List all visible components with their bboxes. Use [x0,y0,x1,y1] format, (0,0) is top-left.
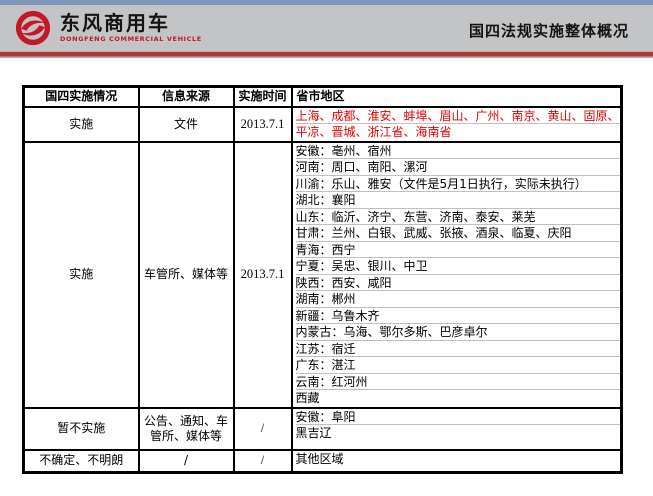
brand-name-cn: 东风商用车 [60,11,170,35]
region-line: 湖南：郴州 [295,291,620,308]
brand-name-en: DONGFENG COMMERCIAL VEHICLE [60,35,202,43]
date-cell: / [232,406,293,451]
region-line: 青海：西宁 [295,242,620,258]
table-row: 实施 文件 2013.7.1 上海、成都、淮安、蚌埠、眉山、广州、南京、黄山、固原、平… [22,105,623,143]
regions-cell: 上海、成都、淮安、蚌埠、眉山、广州、南京、黄山、固原、 平凉、晋城、浙江省、海南省 [290,105,623,143]
region-line: 云南：红河州 [295,374,620,390]
region-line: 广东：湛江 [295,357,620,374]
status-cell: 实施 [22,140,140,409]
region-line: 黑吉辽 [295,426,332,440]
region-line: 甘肃：兰州、白银、武威、张掖、酒泉、临夏、庆阳 [295,225,620,242]
date-cell: / [232,448,293,474]
status-cell: 实施 [22,105,140,143]
region-line: 内蒙古：乌海、鄂尔多斯、巴彦卓尔 [295,324,620,341]
dongfeng-logo-icon [15,10,51,46]
table-header-row: 国四实施情况 信息来源 实施时间 省市地区 [22,85,623,108]
region-line: 平凉、晋城、浙江省、海南省 [295,125,452,139]
source-cell: / [137,448,235,474]
page-title: 国四法规实施整体概况 [468,22,629,40]
region-line: 河南：周口、南阳、漯河 [295,159,620,176]
region-line: 宁夏：吴忠、银川、中卫 [295,258,620,275]
source-cell: 文件 [137,105,235,143]
column-header-status: 国四实施情况 [22,85,140,108]
table-row: 实施 车管所、媒体等 2013.7.1 安徽：亳州、宿州 河南：周口、南阳、漯河 川渝：乐… [22,140,623,409]
date-cell: 2013.7.1 [232,140,293,409]
region-line: 上海、成都、淮安、蚌埠、眉山、广州、南京、黄山、固原、 [295,108,620,124]
table-body: 实施 文件 2013.7.1 上海、成都、淮安、蚌埠、眉山、广州、南京、黄山、固原、平… [22,105,623,474]
status-cell: 暂不实施 [22,406,140,451]
column-header-source: 信息来源 [137,85,235,108]
regions-cell: 安徽：阜阳 黑吉辽 [290,406,623,451]
region-line: 其他区域 [295,451,344,466]
table-row: 暂不实施 公告、通知、车管所、媒体等 / 安徽：阜阳 黑吉辽 [22,406,623,451]
region-line: 湖北：襄阳 [295,192,620,209]
status-cell: 不确定、不明朗 [22,448,140,474]
region-line: 新疆：乌鲁木齐 [295,308,620,324]
brand-block: 东风商用车 DONGFENG COMMERCIAL VEHICLE [60,12,202,43]
regulation-table: 国四实施情况 信息来源 实施时间 省市地区 实施 文件 2013.7.1 上海、成都、淮安、… [22,85,623,474]
column-header-date: 实施时间 [232,85,293,108]
region-line: 西藏 [295,391,320,405]
regions-cell: 安徽：亳州、宿州 河南：周口、南阳、漯河 川渝：乐山、雅安（文件是5月1日执行，实际… [290,140,623,409]
region-line: 山东：临沂、济宁、东营、济南、泰安、莱芜 [295,209,620,225]
regions-cell: 其他区域 [290,448,623,474]
region-line: 安徽：亳州、宿州 [295,144,620,159]
column-header-regions: 省市地区 [290,85,623,108]
source-cell: 公告、通知、车管所、媒体等 [137,406,235,451]
header-band: 东风商用车 DONGFENG COMMERCIAL VEHICLE 国四法规实施… [0,5,653,51]
header-divider-line [0,51,653,58]
region-line: 安徽：阜阳 [295,410,620,425]
table-row: 不确定、不明朗 / / 其他区域 [22,448,623,474]
date-cell: 2013.7.1 [232,105,293,143]
top-border-line [0,0,653,5]
region-line: 川渝：乐山、雅安（文件是5月1日执行，实际未执行） [295,176,620,192]
region-line: 江苏：宿迁 [295,341,620,357]
region-line: 陕西：西安、咸阳 [295,275,620,291]
source-cell: 车管所、媒体等 [137,140,235,409]
